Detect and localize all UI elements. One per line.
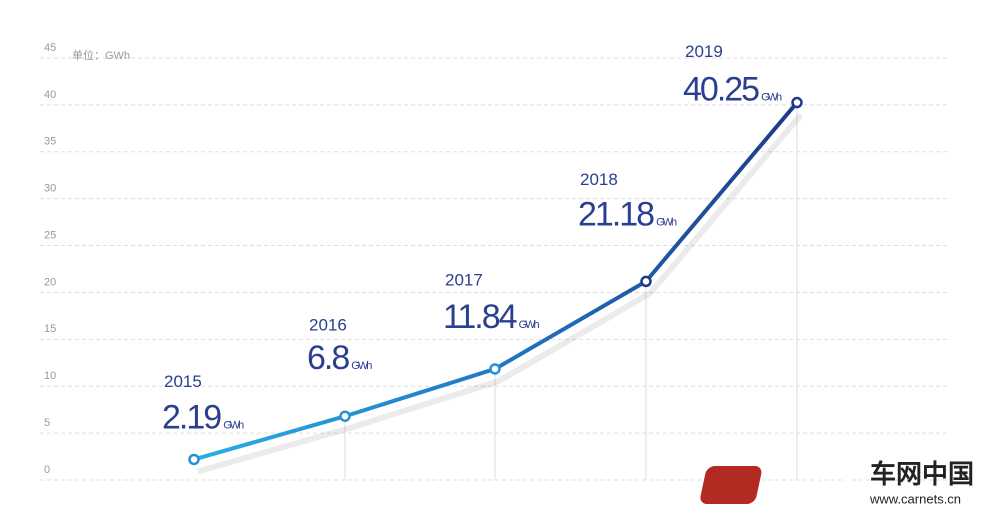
- value-unit: GWh: [519, 319, 540, 331]
- y-axis-label: 单位：GWh: [72, 48, 130, 62]
- point: [188, 453, 200, 466]
- value: 21.18: [578, 195, 654, 233]
- x-label: 2019: [685, 42, 723, 61]
- watermark-name: 车网中国: [870, 459, 974, 489]
- value-unit: GWh: [223, 419, 244, 431]
- y-tick-label: 5: [44, 417, 50, 429]
- value-unit: GWh: [761, 91, 782, 103]
- x-label: 2015: [164, 372, 202, 391]
- point: [640, 275, 652, 288]
- y-tick-label: 0: [44, 464, 50, 476]
- y-tick-label: 25: [44, 229, 56, 241]
- y-tick-label: 20: [44, 276, 56, 288]
- y-tick-label: 10: [44, 370, 56, 382]
- value: 40.25: [683, 71, 759, 109]
- watermark-url: www.carnets.cn: [869, 491, 961, 506]
- value: 11.84: [443, 298, 517, 336]
- line-shadow: [197, 112, 804, 475]
- point: [489, 363, 501, 375]
- value: 2.19: [162, 398, 221, 436]
- y-tick-label: 45: [44, 42, 56, 54]
- value-unit: GWh: [656, 216, 677, 228]
- value-label: 40.25 GWh: [683, 71, 782, 109]
- logo: [700, 466, 762, 504]
- x-label: 2018: [580, 170, 618, 189]
- x-label: 2017: [445, 270, 483, 289]
- value-unit: GWh: [351, 360, 372, 372]
- value-label: 11.84 GWh: [443, 298, 540, 336]
- y-tick-label: 30: [44, 183, 56, 195]
- watermark: 车网中国 www.carnets.cn: [700, 459, 974, 506]
- logo-ring: [812, 472, 852, 498]
- value-label: 21.18 GWh: [578, 195, 677, 233]
- y-tick-label: 35: [44, 136, 56, 148]
- point: [791, 96, 803, 109]
- value-label: 6.8 GWh: [307, 339, 372, 377]
- x-label: 2016: [309, 316, 347, 335]
- y-tick-label: 40: [44, 89, 56, 101]
- y-tick-label: 15: [44, 323, 56, 335]
- value-label: 2.19 GWh: [162, 398, 244, 436]
- value: 6.8: [307, 339, 349, 377]
- point: [339, 410, 351, 422]
